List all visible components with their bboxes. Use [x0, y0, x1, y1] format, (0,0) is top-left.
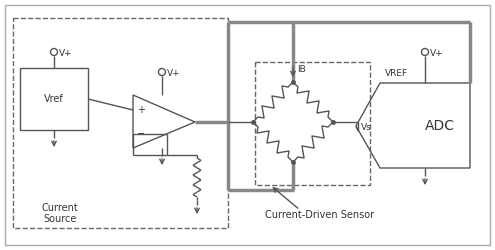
- Text: Vref: Vref: [44, 94, 64, 104]
- Text: ADC: ADC: [425, 118, 455, 132]
- Bar: [255, 62, 370, 185]
- Text: Current-Driven Sensor: Current-Driven Sensor: [265, 210, 375, 220]
- Text: V+: V+: [59, 48, 73, 58]
- Text: V+: V+: [167, 68, 181, 78]
- Text: +: +: [137, 105, 145, 115]
- Text: V+: V+: [430, 48, 444, 58]
- Bar: [13, 18, 228, 228]
- Text: Current: Current: [42, 203, 78, 213]
- Text: −: −: [137, 129, 145, 139]
- Text: Source: Source: [44, 214, 77, 224]
- Text: VREF: VREF: [385, 69, 408, 78]
- Text: Vs: Vs: [361, 124, 372, 132]
- Bar: [20, 68, 88, 130]
- Text: IB: IB: [297, 66, 306, 74]
